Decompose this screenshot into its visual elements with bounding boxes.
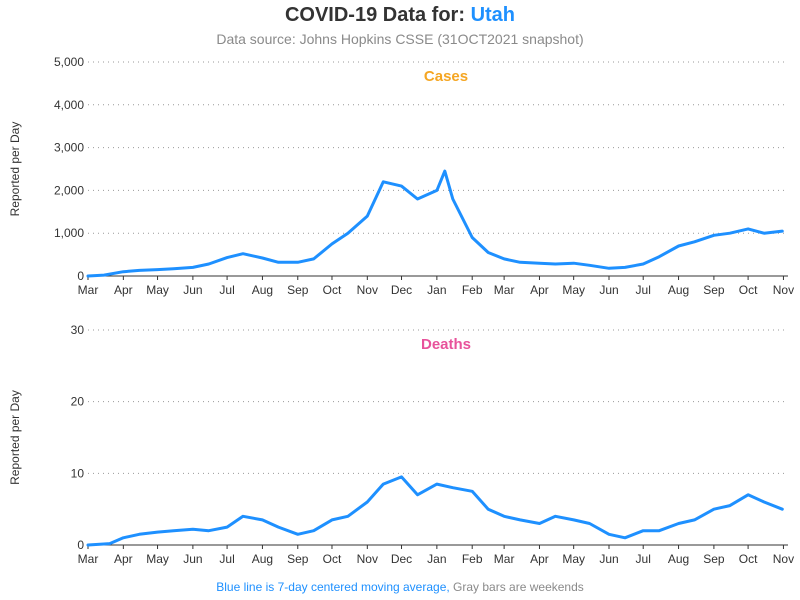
cases-xtick-label: Oct: [323, 283, 342, 297]
chart-subtitle: Data source: Johns Hopkins CSSE (31OCT20…: [216, 31, 584, 47]
cases-xtick-label: Apr: [530, 283, 549, 297]
cases-xtick-label: Aug: [252, 283, 273, 297]
deaths-xtick-label: Oct: [323, 552, 342, 566]
cases-xtick-label: Jan: [427, 283, 446, 297]
cases-xtick-label: Sep: [287, 283, 309, 297]
cases-xtick-label: May: [146, 283, 169, 297]
cases-xtick-label: May: [562, 283, 585, 297]
deaths-ytick-label: 10: [71, 466, 85, 480]
cases-xtick-label: Aug: [668, 283, 689, 297]
cases-xtick-label: Jun: [183, 283, 202, 297]
deaths-xtick-label: Dec: [391, 552, 412, 566]
cases-xtick-label: Mar: [494, 283, 515, 297]
deaths-xtick-label: Jan: [427, 552, 446, 566]
footnote-average-note: Blue line is 7-day centered moving avera…: [216, 580, 450, 594]
deaths-ylabel: Reported per Day: [8, 390, 22, 485]
footnote-weekend-note: Gray bars are weekends: [449, 580, 584, 594]
cases-panel-title: Cases: [424, 68, 468, 85]
deaths-xtick-label: Aug: [668, 552, 689, 566]
cases-xtick-label: Oct: [739, 283, 758, 297]
cases-xtick-label: Jul: [219, 283, 234, 297]
title-prefix: COVID-19 Data for:: [284, 4, 465, 26]
deaths-xtick-label: Sep: [703, 552, 725, 566]
cases-ytick-label: 4,000: [54, 98, 84, 112]
deaths-xtick-label: Jul: [219, 552, 234, 566]
deaths-xtick-label: Apr: [530, 552, 549, 566]
deaths-xtick-label: Feb: [462, 552, 483, 566]
deaths-xtick-label: Apr: [114, 552, 133, 566]
deaths-xtick-label: Mar: [78, 552, 99, 566]
cases-xtick-label: Feb: [462, 283, 483, 297]
footnote: Blue line is 7-day centered moving avera…: [0, 580, 800, 594]
deaths-xtick-label: May: [146, 552, 169, 566]
deaths-xtick-label: Aug: [252, 552, 273, 566]
cases-xtick-label: Apr: [114, 283, 133, 297]
cases-xtick-label: Mar: [78, 283, 99, 297]
deaths-xtick-label: Sep: [287, 552, 309, 566]
deaths-ytick-label: 0: [77, 538, 84, 552]
deaths-panel-title: Deaths: [421, 336, 471, 353]
cases-xtick-label: Jun: [599, 283, 618, 297]
cases-ytick-label: 1,000: [54, 226, 84, 240]
deaths-xtick-label: Mar: [494, 552, 515, 566]
deaths-xtick-label: Jul: [636, 552, 651, 566]
deaths-average-line: [86, 475, 784, 547]
state-name: Utah: [470, 4, 516, 26]
chart-title: COVID-19 Data for: Utah: [0, 4, 800, 27]
deaths-xtick-label: Nov: [773, 552, 794, 566]
cases-ytick-label: 2,000: [54, 183, 84, 197]
cases-ytick-label: 5,000: [54, 55, 84, 69]
cases-ytick-label: 3,000: [54, 141, 84, 155]
deaths-xtick-label: Oct: [739, 552, 758, 566]
cases-xtick-label: Sep: [703, 283, 725, 297]
deaths-ytick-label: 30: [71, 323, 85, 337]
cases-ytick-label: 0: [77, 269, 84, 283]
deaths-xtick-label: Jun: [599, 552, 618, 566]
deaths-xtick-label: Jun: [183, 552, 202, 566]
deaths-ytick-label: 20: [71, 395, 85, 409]
cases-xtick-label: Nov: [773, 283, 794, 297]
cases-ylabel: Reported per Day: [8, 122, 22, 217]
cases-xtick-label: Jul: [636, 283, 651, 297]
cases-xtick-label: Dec: [391, 283, 412, 297]
deaths-xtick-label: Nov: [357, 552, 378, 566]
cases-xtick-label: Nov: [357, 283, 378, 297]
cases-average-line: [86, 169, 784, 278]
deaths-xtick-label: May: [562, 552, 585, 566]
